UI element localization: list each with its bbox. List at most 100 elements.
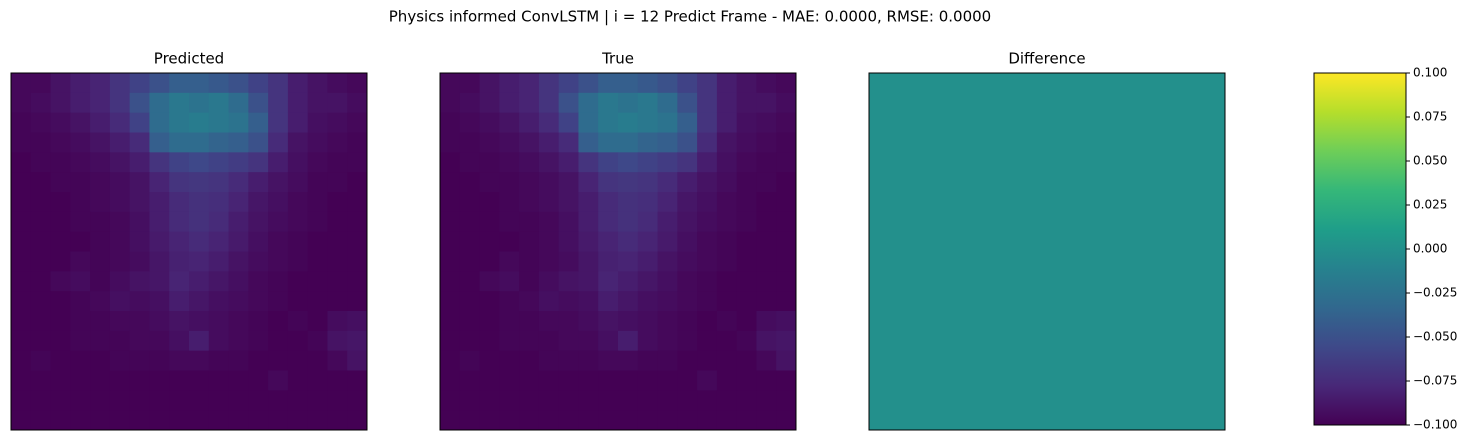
heatmap-cell bbox=[327, 112, 348, 133]
heatmap-cell bbox=[169, 390, 190, 411]
heatmap-cell bbox=[499, 251, 520, 272]
heatmap-cell bbox=[327, 211, 348, 233]
heatmap-cell bbox=[208, 192, 230, 213]
heatmap-cell bbox=[248, 152, 269, 173]
heatmap-cell bbox=[657, 271, 678, 292]
heatmap-cell bbox=[657, 192, 678, 213]
heatmap-cell bbox=[637, 271, 659, 292]
heatmap-cell bbox=[479, 410, 500, 431]
heatmap-cell bbox=[716, 152, 738, 173]
heatmap-cell bbox=[519, 211, 540, 233]
heatmap-cell bbox=[50, 410, 71, 431]
heatmap-cell bbox=[657, 330, 678, 352]
heatmap-cell bbox=[109, 330, 131, 352]
heatmap-cell bbox=[459, 152, 481, 173]
heatmap-cell bbox=[228, 251, 249, 272]
heatmap-cell bbox=[776, 73, 797, 94]
heatmap-cell bbox=[228, 311, 249, 332]
heatmap-cell bbox=[479, 112, 500, 133]
heatmap-cell bbox=[657, 92, 678, 114]
heatmap-cell bbox=[70, 370, 91, 391]
heatmap-cell bbox=[479, 92, 500, 114]
heatmap-cell bbox=[618, 231, 639, 252]
heatmap-cell bbox=[499, 192, 520, 213]
heatmap-cell bbox=[30, 350, 52, 371]
heatmap-cell bbox=[697, 291, 718, 312]
heatmap-cell bbox=[716, 271, 738, 292]
heatmap-cell bbox=[618, 92, 639, 114]
heatmap-cell bbox=[776, 192, 797, 213]
heatmap-cell bbox=[11, 311, 32, 332]
heatmap-cell bbox=[307, 152, 328, 173]
heatmap-cell bbox=[11, 330, 32, 352]
heatmap-cell bbox=[109, 192, 131, 213]
heatmap-cell bbox=[149, 231, 170, 252]
heatmap-cell bbox=[756, 132, 777, 153]
heatmap-cell bbox=[440, 112, 461, 133]
heatmap-cell bbox=[11, 350, 32, 371]
heatmap-cell bbox=[519, 172, 540, 193]
heatmap-cell bbox=[149, 390, 170, 411]
heatmap-cell bbox=[558, 112, 579, 133]
heatmap-cell bbox=[109, 231, 131, 252]
heatmap-cell bbox=[716, 112, 738, 133]
heatmap-cell bbox=[189, 132, 210, 153]
heatmap-cell bbox=[459, 370, 481, 391]
colorbar-tick-label: 0.050 bbox=[1413, 154, 1447, 168]
heatmap-cell bbox=[479, 73, 500, 94]
heatmap-cell bbox=[327, 291, 348, 312]
heatmap-cell bbox=[618, 350, 639, 371]
heatmap-cell bbox=[499, 350, 520, 371]
heatmap-cell bbox=[756, 291, 777, 312]
heatmap-cell bbox=[697, 330, 718, 352]
heatmap-cell bbox=[70, 410, 91, 431]
heatmap-cell bbox=[287, 390, 309, 411]
heatmap-cell bbox=[189, 291, 210, 312]
heatmap-cell bbox=[11, 271, 32, 292]
heatmap-cell bbox=[70, 152, 91, 173]
heatmap-cell bbox=[268, 271, 289, 292]
heatmap-cell bbox=[598, 330, 619, 352]
heatmap-cell bbox=[598, 271, 619, 292]
heatmap-cell bbox=[459, 291, 481, 312]
heatmap-cell bbox=[50, 311, 71, 332]
heatmap-cell bbox=[697, 132, 718, 153]
heatmap-cell bbox=[736, 370, 757, 391]
heatmap-cell bbox=[30, 390, 52, 411]
heatmap-cell bbox=[598, 211, 619, 233]
heatmap-cell bbox=[697, 211, 718, 233]
heatmap-cell bbox=[90, 330, 111, 352]
heatmap-cell bbox=[169, 112, 190, 133]
heatmap-cell bbox=[697, 172, 718, 193]
heatmap-cell bbox=[268, 410, 289, 431]
heatmap-cell bbox=[11, 291, 32, 312]
heatmap-cell bbox=[109, 132, 131, 153]
heatmap-cell bbox=[637, 112, 659, 133]
heatmap-cell bbox=[169, 231, 190, 252]
heatmap-cell bbox=[149, 73, 170, 94]
heatmap-cell bbox=[30, 73, 52, 94]
heatmap-cell bbox=[109, 350, 131, 371]
heatmap-cell bbox=[618, 112, 639, 133]
heatmap-cell bbox=[149, 410, 170, 431]
heatmap-cell bbox=[558, 410, 579, 431]
heatmap-cell bbox=[736, 410, 757, 431]
heatmap-cell bbox=[189, 73, 210, 94]
heatmap-cell bbox=[519, 251, 540, 272]
heatmap-cell bbox=[50, 172, 71, 193]
heatmap-cell bbox=[268, 291, 289, 312]
heatmap-cell bbox=[228, 192, 249, 213]
heatmap-cell bbox=[538, 251, 560, 272]
heatmap-cell bbox=[90, 291, 111, 312]
heatmap-cell bbox=[538, 410, 560, 431]
heatmap-cell bbox=[756, 73, 777, 94]
heatmap-cell bbox=[697, 410, 718, 431]
heatmap-cell bbox=[440, 271, 461, 292]
heatmap-cell bbox=[268, 92, 289, 114]
heatmap-cell bbox=[347, 251, 368, 272]
heatmap-cell bbox=[756, 311, 777, 332]
heatmap-cell bbox=[459, 132, 481, 153]
heatmap-cell bbox=[149, 112, 170, 133]
heatmap-cell bbox=[538, 112, 560, 133]
heatmap-cell bbox=[149, 350, 170, 371]
